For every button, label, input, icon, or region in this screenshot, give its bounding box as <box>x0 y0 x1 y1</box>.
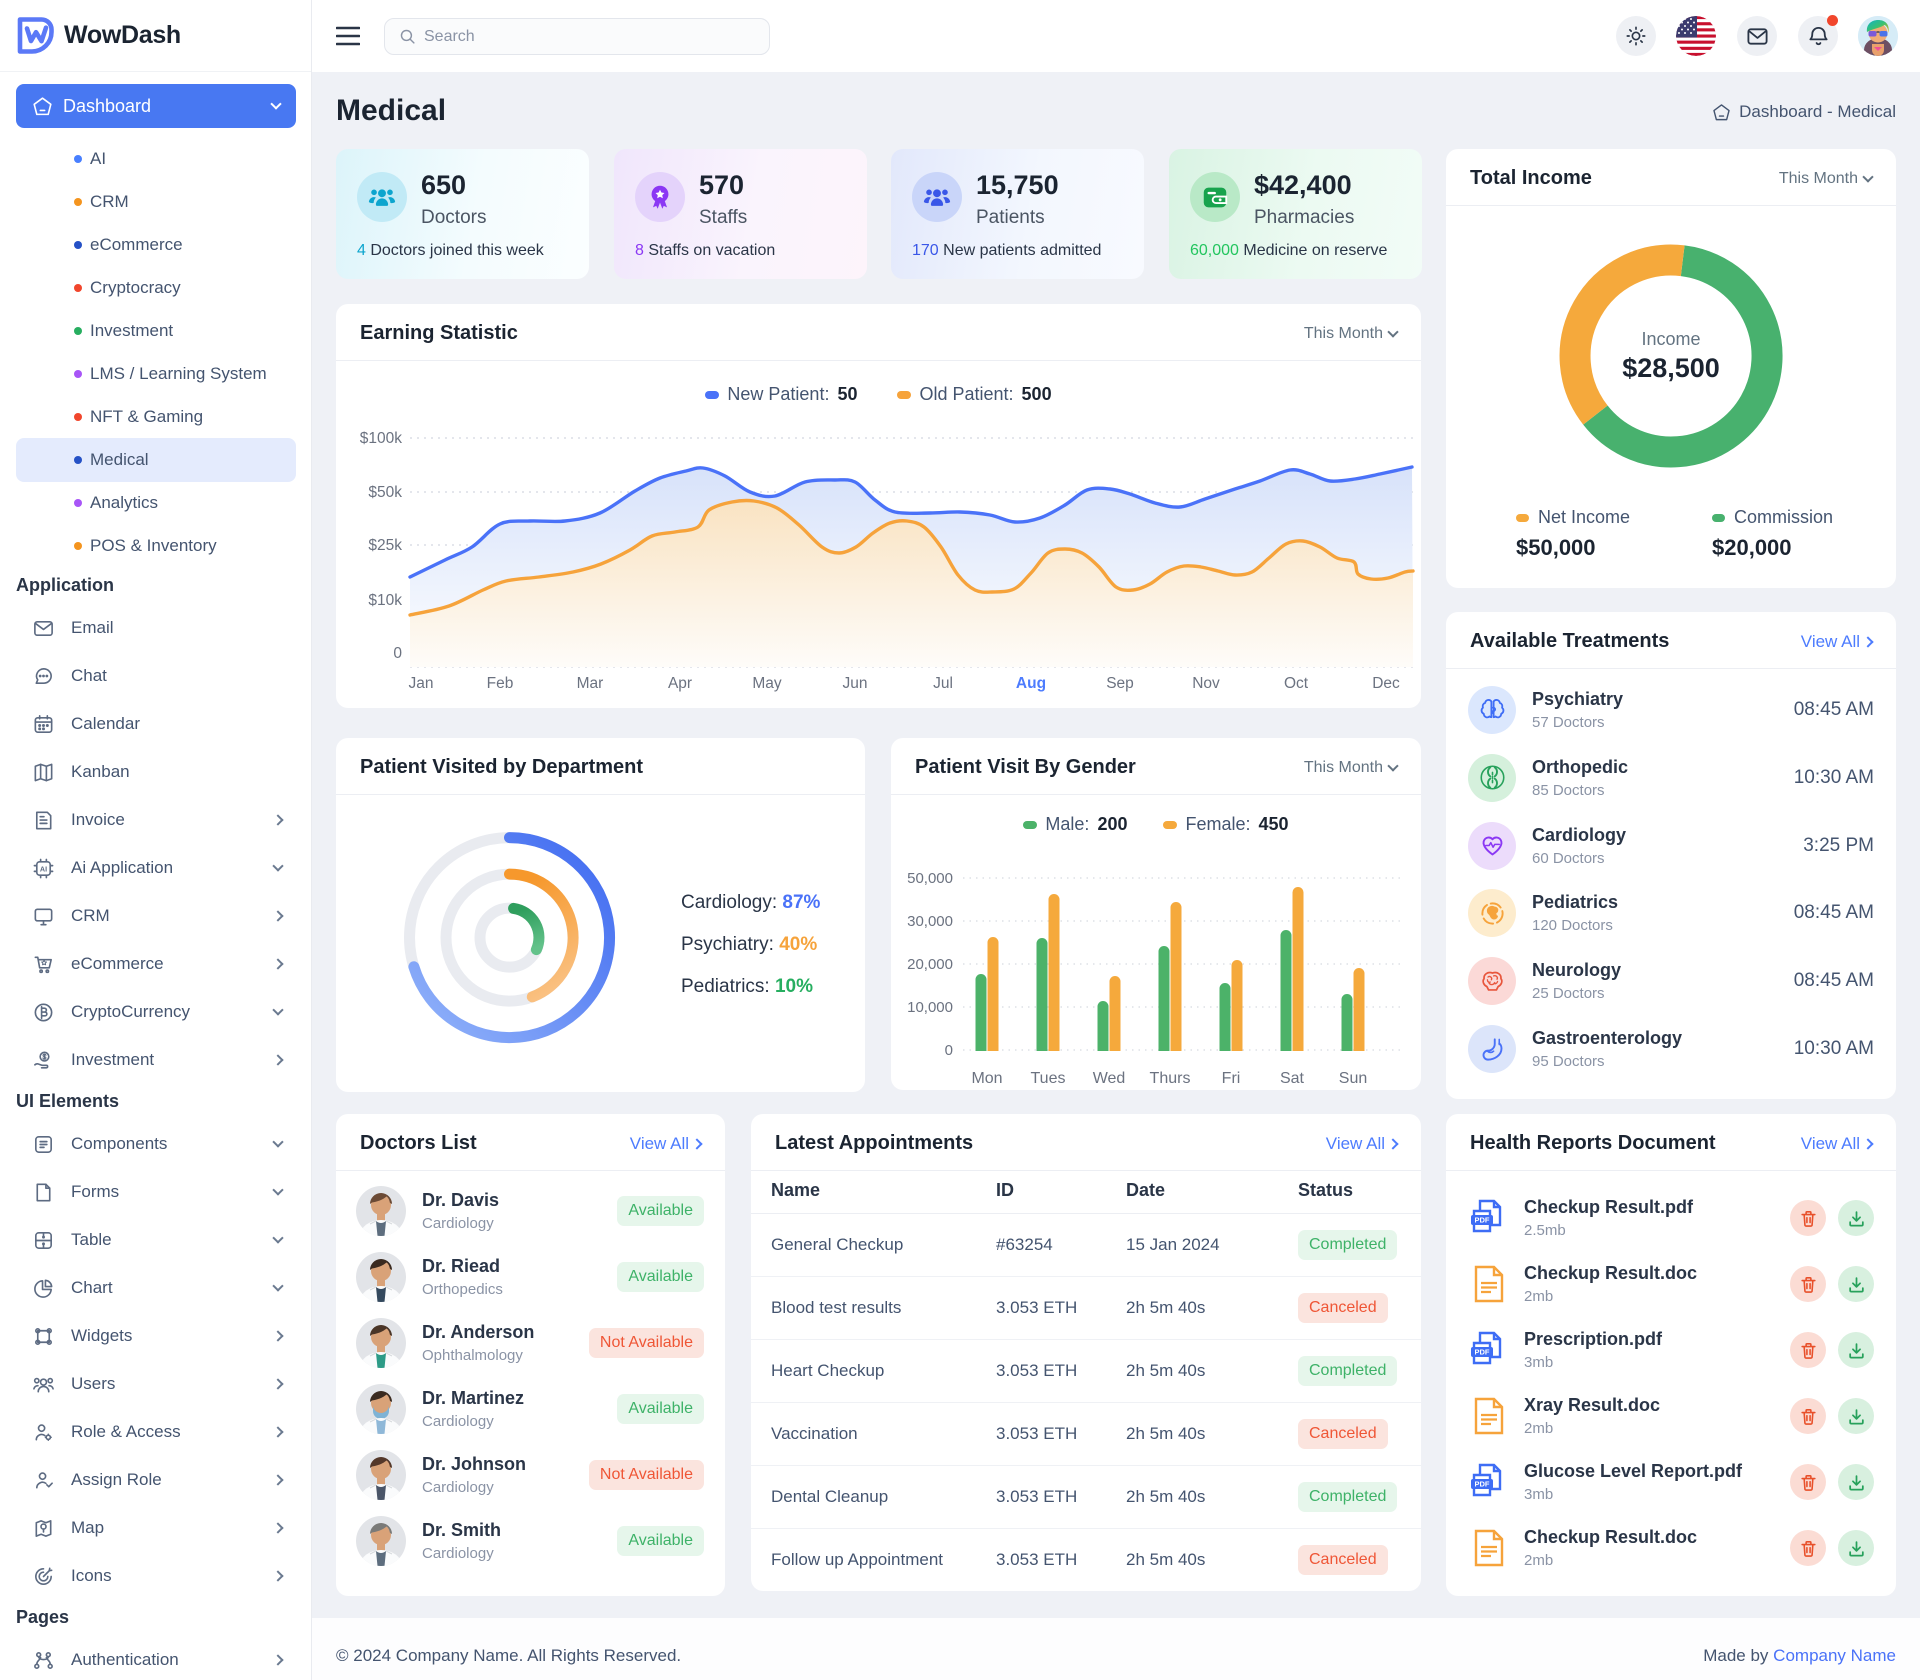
svg-text:Feb: Feb <box>487 675 514 692</box>
svg-text:20,000: 20,000 <box>907 956 953 973</box>
svg-text:$28,500: $28,500 <box>1622 353 1720 383</box>
svg-text:Jan: Jan <box>409 675 434 692</box>
svg-text:Sat: Sat <box>1280 1070 1305 1087</box>
svg-text:Thurs: Thurs <box>1150 1070 1191 1087</box>
svg-text:Income: Income <box>1641 329 1700 349</box>
svg-text:Apr: Apr <box>668 675 692 692</box>
svg-text:Sun: Sun <box>1339 1070 1367 1087</box>
svg-text:PDF: PDF <box>1475 1480 1490 1489</box>
svg-text:50,000: 50,000 <box>907 870 953 887</box>
svg-text:Sep: Sep <box>1106 675 1134 692</box>
svg-text:Aug: Aug <box>1016 675 1046 692</box>
svg-text:$50k: $50k <box>368 484 402 501</box>
svg-text:Mar: Mar <box>577 675 604 692</box>
svg-text:AI: AI <box>40 865 47 873</box>
svg-text:0: 0 <box>393 645 402 662</box>
svg-text:Jul: Jul <box>933 675 953 692</box>
svg-text:Oct: Oct <box>1284 675 1309 692</box>
svg-text:0: 0 <box>945 1042 953 1059</box>
svg-text:Wed: Wed <box>1093 1070 1126 1087</box>
svg-text:Nov: Nov <box>1192 675 1220 692</box>
svg-text:PDF: PDF <box>1475 1216 1490 1225</box>
svg-text:Tues: Tues <box>1031 1070 1066 1087</box>
svg-text:May: May <box>752 675 782 692</box>
svg-text:$10k: $10k <box>368 592 402 609</box>
svg-text:$100k: $100k <box>360 430 402 447</box>
svg-text:Mon: Mon <box>971 1070 1002 1087</box>
svg-text:30,000: 30,000 <box>907 913 953 930</box>
svg-text:PDF: PDF <box>1475 1348 1490 1357</box>
svg-text:Dec: Dec <box>1372 675 1400 692</box>
svg-text:$25k: $25k <box>368 537 402 554</box>
svg-text:10,000: 10,000 <box>907 999 953 1016</box>
svg-text:Fri: Fri <box>1222 1070 1241 1087</box>
svg-text:Jun: Jun <box>843 675 868 692</box>
